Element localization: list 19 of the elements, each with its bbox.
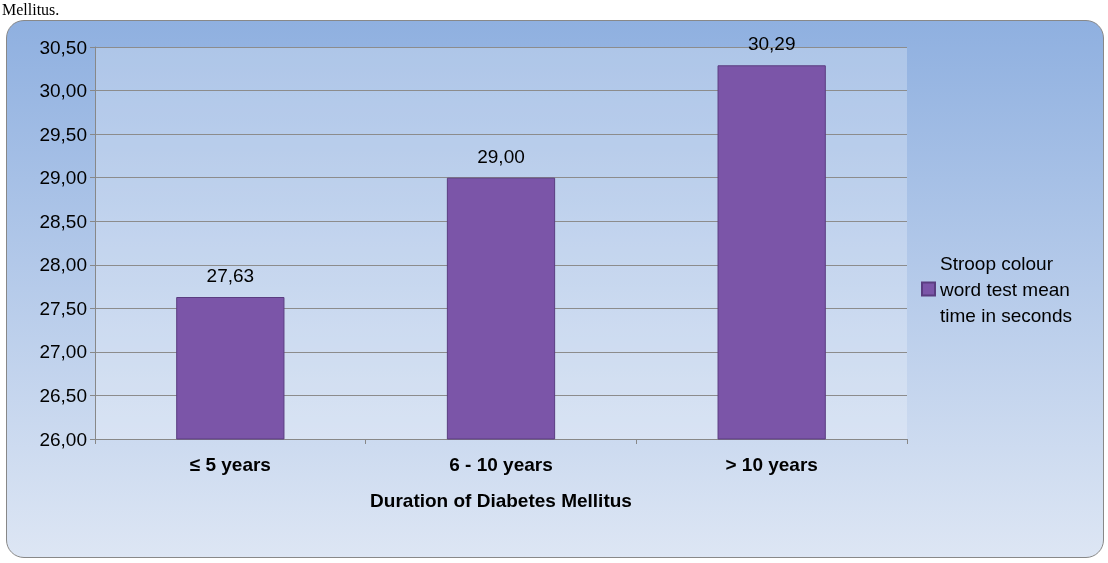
x-tick-label: ≤ 5 years — [189, 454, 271, 475]
data-label: 27,63 — [206, 265, 255, 287]
y-tick-label: 28,00 — [39, 254, 87, 276]
y-tick-label: 26,50 — [39, 384, 87, 406]
y-tick-label: 29,50 — [39, 123, 87, 145]
x-axis-title: Duration of Diabetes Mellitus — [370, 490, 632, 511]
y-tick-label: 27,50 — [39, 297, 87, 319]
data-label: 29,00 — [477, 145, 525, 167]
x-tick-label: > 10 years — [725, 454, 818, 475]
y-tick-label: 29,00 — [39, 167, 87, 189]
y-tick-label: 27,00 — [39, 341, 87, 363]
y-tick-label: 26,00 — [39, 428, 87, 450]
text: Mellitus. — [2, 1, 60, 19]
data-label: 30,29 — [747, 33, 796, 55]
x-tick-label: 6 - 10 years — [449, 454, 553, 475]
y-tick-label: 28,50 — [39, 210, 87, 232]
y-tick-label: 30,00 — [39, 80, 87, 102]
y-tick-label: 30,50 — [39, 36, 87, 58]
legend-label: Stroop colour word test mean time in seconds — [939, 252, 1076, 326]
